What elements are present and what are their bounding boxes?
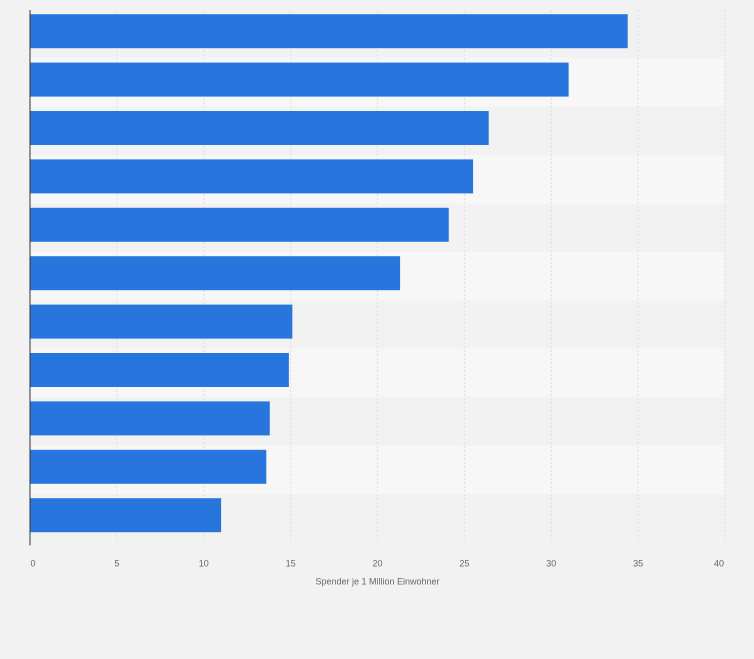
- x-tick-label: 5: [114, 558, 119, 568]
- bar: [30, 207, 449, 242]
- bar: [30, 159, 474, 194]
- bar: [30, 304, 293, 339]
- x-tick-label: 15: [286, 558, 296, 568]
- bar: [30, 256, 401, 291]
- bars: [30, 14, 628, 533]
- x-tick-label: 20: [372, 558, 382, 568]
- bar: [30, 498, 222, 533]
- bar: [30, 353, 289, 387]
- bar: [30, 14, 628, 49]
- x-tick-label: 40: [714, 558, 724, 568]
- x-tick-label: 10: [199, 558, 209, 568]
- x-axis-ticks: 0 5 10 15 20 25 30 35 40: [30, 558, 724, 568]
- grid-lines: [116, 10, 726, 543]
- x-tick-label: 25: [459, 558, 469, 568]
- x-tick-label: 0: [30, 558, 35, 568]
- x-tick-label: 35: [633, 558, 643, 568]
- bar: [30, 62, 569, 97]
- x-tick-label: 30: [546, 558, 556, 568]
- x-axis-title: Spender je 1 Million Einwohner: [315, 576, 439, 586]
- bar: [30, 449, 267, 484]
- bar: [30, 401, 270, 436]
- bar: [30, 111, 489, 145]
